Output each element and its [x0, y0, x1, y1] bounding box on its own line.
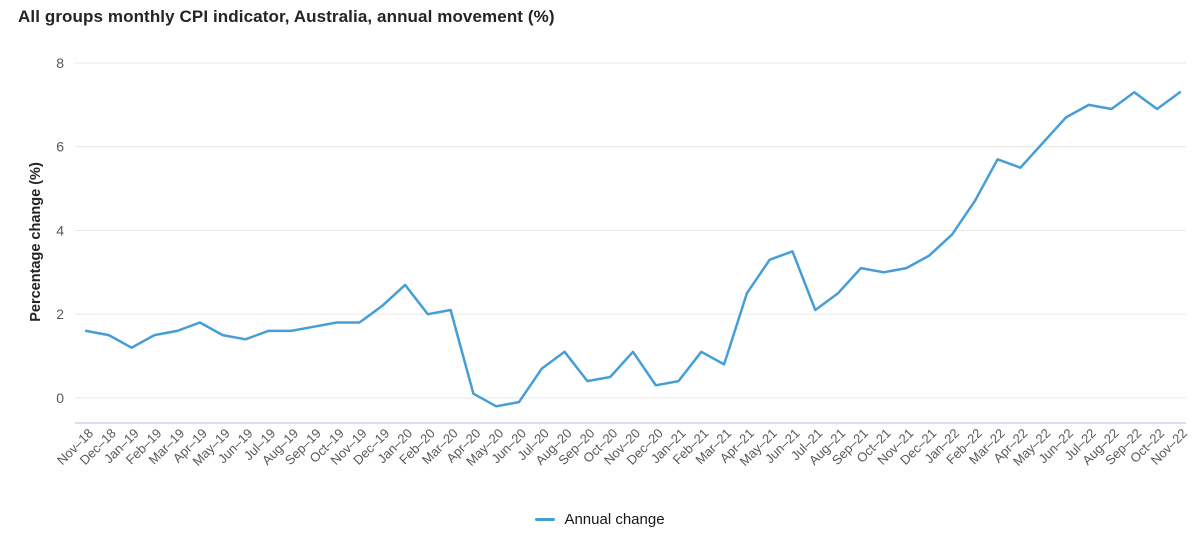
cpi-line-chart: 02468Nov–18Dec–18Jan–19Feb–19Mar–19Apr–1… — [54, 55, 1190, 469]
y-axis-title: Percentage change (%) — [28, 162, 44, 322]
annual-change-line — [84, 91, 1182, 408]
chart-title: All groups monthly CPI indicator, Austra… — [18, 7, 555, 26]
y-tick-label: 6 — [56, 139, 64, 155]
legend-annual-change[interactable]: Annual change — [0, 507, 1200, 531]
y-tick-label: 4 — [56, 222, 64, 238]
legend-label: Annual change — [564, 510, 665, 528]
y-tick-label: 8 — [56, 55, 64, 71]
y-tick-label: 0 — [56, 390, 64, 406]
legend-line-swatch — [535, 517, 556, 521]
y-tick-label: 2 — [56, 306, 64, 322]
